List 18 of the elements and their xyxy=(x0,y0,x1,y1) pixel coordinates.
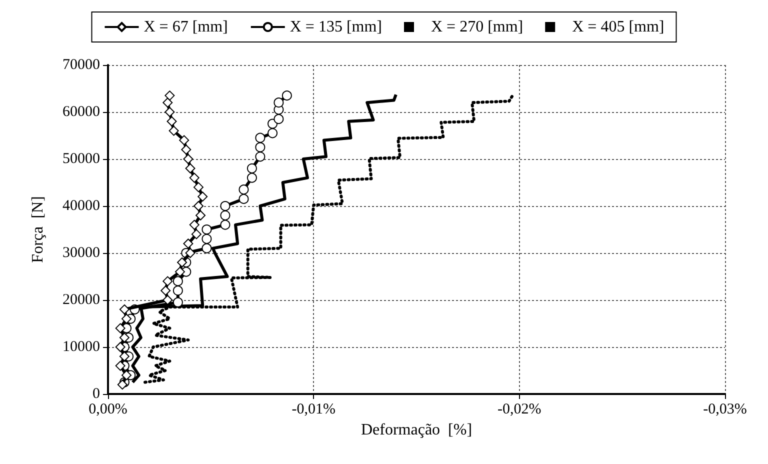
y-axis-title: Força [N] xyxy=(30,196,46,263)
legend-label: X = 67 [mm] xyxy=(144,18,228,36)
legend-label: X = 270 [mm] xyxy=(431,18,524,36)
x-tick-label: 0,00% xyxy=(88,402,128,418)
y-tick-label: 10000 xyxy=(62,339,100,355)
y-tick-label: 40000 xyxy=(62,198,100,214)
y-tick-label: 70000 xyxy=(62,57,100,73)
y-tick-label: 0 xyxy=(92,386,100,402)
x-axis-title: Deformação [%] xyxy=(360,422,472,438)
x-tick-label: -0,02% xyxy=(497,402,542,418)
legend-label: X = 135 [mm] xyxy=(290,18,382,36)
y-tick-label: 30000 xyxy=(62,245,100,261)
y-tick-label: 20000 xyxy=(62,292,100,308)
y-tick-label: 50000 xyxy=(62,151,100,167)
x-tick-label: -0,03% xyxy=(703,402,747,418)
y-tick-label: 60000 xyxy=(62,104,100,120)
legend-label: X = 405 [mm] xyxy=(572,18,664,36)
x-tick-label: -0,01% xyxy=(292,402,336,418)
